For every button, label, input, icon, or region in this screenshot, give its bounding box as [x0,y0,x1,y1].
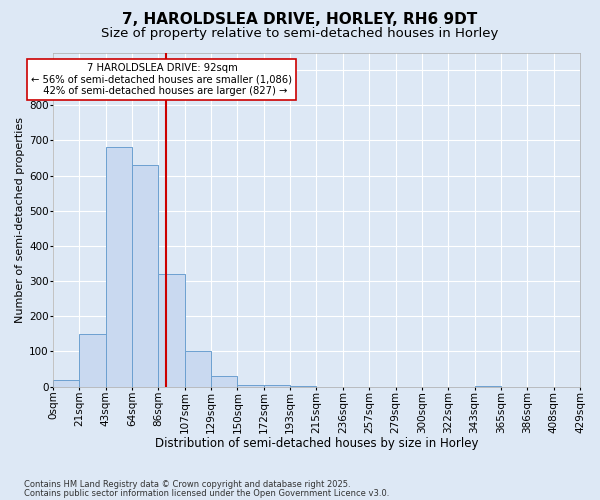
Text: 7, HAROLDSLEA DRIVE, HORLEY, RH6 9DT: 7, HAROLDSLEA DRIVE, HORLEY, RH6 9DT [122,12,478,28]
Bar [158,274,185,386]
Bar [106,148,132,386]
Bar [238,385,264,386]
Bar [264,385,290,386]
Y-axis label: Number of semi-detached properties: Number of semi-detached properties [15,116,25,322]
Text: Contains public sector information licensed under the Open Government Licence v3: Contains public sector information licen… [24,488,389,498]
Text: Contains HM Land Registry data © Crown copyright and database right 2025.: Contains HM Land Registry data © Crown c… [24,480,350,489]
Bar [132,165,158,386]
Bar [185,352,211,386]
Bar [211,376,238,386]
Text: 7 HAROLDSLEA DRIVE: 92sqm
← 56% of semi-detached houses are smaller (1,086)
  42: 7 HAROLDSLEA DRIVE: 92sqm ← 56% of semi-… [31,63,292,96]
Text: Size of property relative to semi-detached houses in Horley: Size of property relative to semi-detach… [101,28,499,40]
Bar [79,334,106,386]
X-axis label: Distribution of semi-detached houses by size in Horley: Distribution of semi-detached houses by … [155,437,478,450]
Bar [53,380,79,386]
